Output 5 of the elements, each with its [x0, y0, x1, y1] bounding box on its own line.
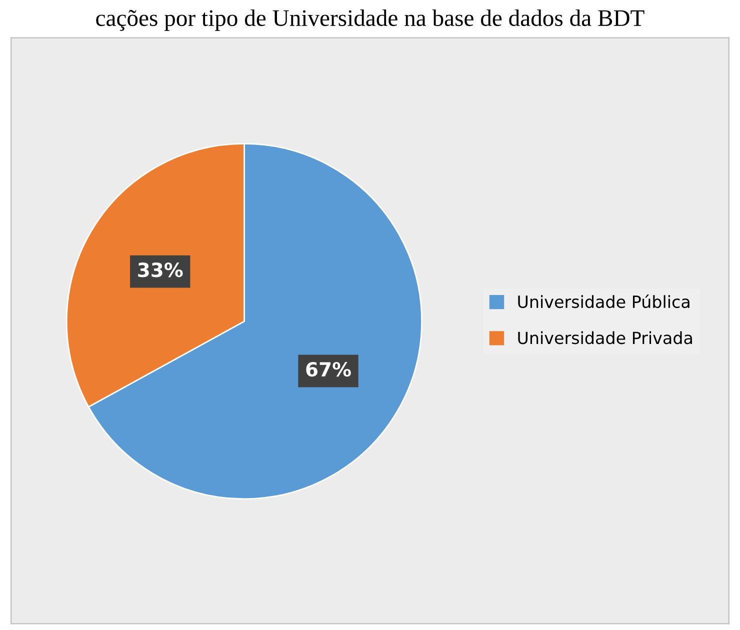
- legend-label: Universidade Pública: [518, 294, 690, 308]
- data-label: 67%: [306, 362, 351, 377]
- chart-title: cações por tipo de Universidade na base de dados da BDT: [96, 9, 644, 31]
- legend-label: Universidade Privada: [518, 331, 692, 344]
- data-label: 33%: [138, 262, 183, 278]
